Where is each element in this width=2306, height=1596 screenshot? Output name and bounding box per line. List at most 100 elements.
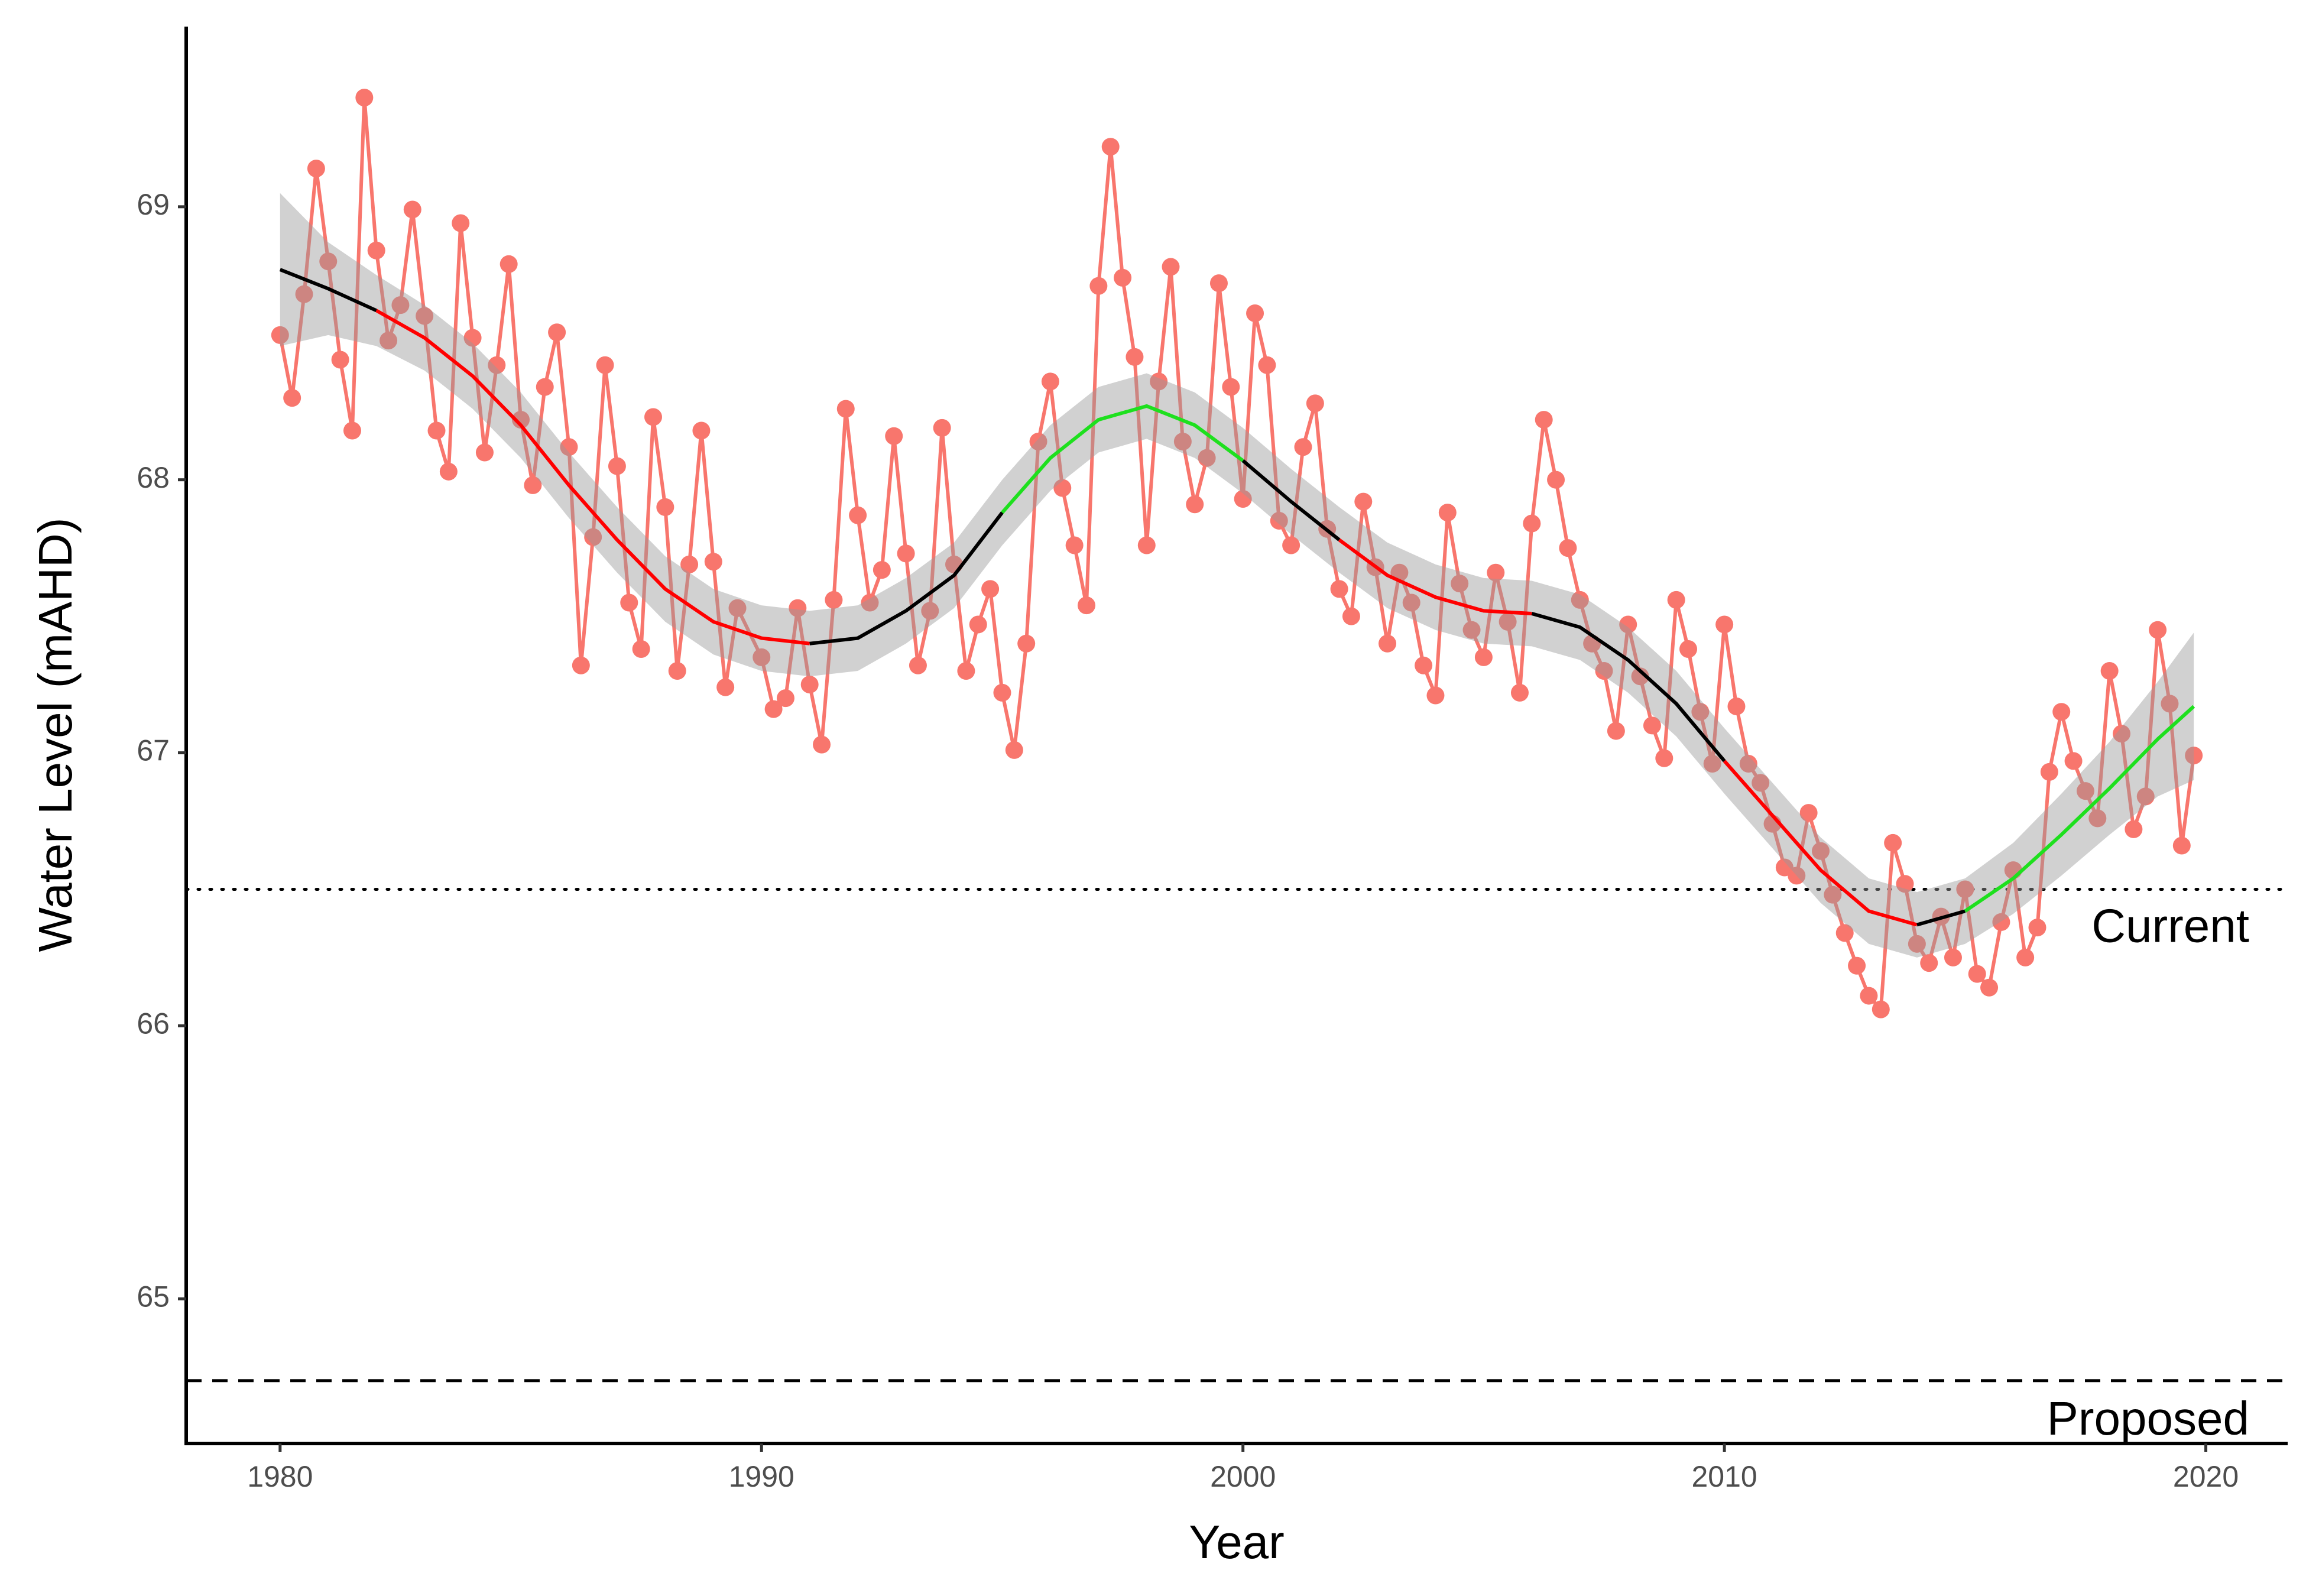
data-point xyxy=(1306,394,1324,413)
data-point xyxy=(897,544,915,563)
confidence-band xyxy=(280,193,2194,958)
data-point xyxy=(2113,725,2131,743)
data-point xyxy=(1053,479,1072,497)
trend-line xyxy=(375,309,810,645)
data-point xyxy=(319,252,338,271)
data-point xyxy=(813,735,831,754)
data-point xyxy=(1487,563,1505,582)
data-point xyxy=(1835,924,1854,942)
data-point xyxy=(1655,749,1673,767)
data-point xyxy=(1126,348,1144,366)
reference-label: Current xyxy=(2091,900,2249,952)
trend-line xyxy=(1723,760,1918,927)
data-point xyxy=(644,408,662,426)
data-point xyxy=(1379,634,1397,653)
data-point xyxy=(524,476,542,494)
data-point xyxy=(1270,511,1288,530)
data-point xyxy=(343,421,361,440)
x-tick-label: 1990 xyxy=(729,1460,794,1493)
data-point xyxy=(1402,593,1420,612)
data-point xyxy=(1944,948,1962,966)
x-tick-label: 2020 xyxy=(2173,1460,2239,1493)
trend-line xyxy=(1241,459,1341,541)
data-point xyxy=(1462,621,1481,639)
data-point xyxy=(1173,433,1192,451)
data-point xyxy=(475,443,494,462)
data-point xyxy=(500,255,518,273)
x-tick-label: 2000 xyxy=(1210,1460,1276,1493)
data-point xyxy=(849,506,867,524)
trend-line xyxy=(1964,705,2195,913)
reference-label: Proposed xyxy=(2047,1392,2249,1445)
y-tick-label: 69 xyxy=(137,188,170,221)
data-point xyxy=(2125,820,2143,838)
data-point xyxy=(1896,875,1914,893)
data-point xyxy=(271,326,289,344)
data-point xyxy=(1788,867,1806,885)
y-tick-label: 66 xyxy=(137,1007,170,1040)
data-point xyxy=(2076,782,2094,800)
data-point xyxy=(1162,258,1180,276)
data-point xyxy=(1198,449,1216,467)
data-point xyxy=(632,640,650,658)
x-tick-label: 1980 xyxy=(247,1460,313,1493)
data-point xyxy=(969,615,987,634)
data-line xyxy=(278,97,2196,1014)
data-point xyxy=(1089,277,1108,295)
data-point xyxy=(1920,954,1938,972)
data-point xyxy=(764,700,783,718)
data-point xyxy=(704,553,722,571)
data-point xyxy=(1559,539,1577,557)
trend-line xyxy=(1001,404,1244,514)
x-axis-title: Year xyxy=(1189,1516,1285,1568)
data-point xyxy=(1812,842,1830,860)
data-point xyxy=(1282,536,1300,554)
data-point xyxy=(608,457,626,475)
data-point xyxy=(800,676,819,694)
data-point xyxy=(1956,880,1974,898)
data-point xyxy=(572,656,590,674)
data-point xyxy=(1968,965,1986,983)
data-point xyxy=(620,593,638,612)
data-point xyxy=(295,285,313,303)
data-point xyxy=(668,661,686,680)
data-point xyxy=(2149,621,2167,639)
y-tick-label: 65 xyxy=(137,1280,170,1313)
trend-line xyxy=(1531,612,1726,763)
data-point xyxy=(2161,695,2179,713)
data-point xyxy=(2172,836,2191,855)
trend-line xyxy=(1916,909,1966,927)
y-tick-label: 67 xyxy=(137,734,170,767)
data-point xyxy=(836,400,855,418)
data-point xyxy=(885,427,903,445)
data-point xyxy=(680,555,699,573)
data-point xyxy=(1234,490,1252,508)
data-point xyxy=(656,498,674,516)
data-point xyxy=(2136,787,2155,806)
data-point xyxy=(427,421,446,440)
trend-line xyxy=(1338,538,1532,615)
data-point xyxy=(1209,274,1228,293)
data-point xyxy=(1595,661,1613,680)
data-point xyxy=(463,329,482,347)
data-point xyxy=(596,356,614,374)
data-point xyxy=(416,307,434,325)
data-point xyxy=(753,648,771,666)
data-point xyxy=(825,591,843,609)
trend-line xyxy=(809,511,1004,645)
data-point xyxy=(873,561,891,579)
data-point xyxy=(1547,471,1565,489)
data-point xyxy=(1703,754,1721,773)
data-point xyxy=(380,332,398,350)
data-point xyxy=(1860,987,1878,1005)
data-point xyxy=(403,200,421,219)
data-point xyxy=(536,378,554,396)
data-point xyxy=(776,689,794,708)
data-point xyxy=(909,656,927,674)
y-tick-label: 68 xyxy=(137,461,170,494)
data-point xyxy=(367,241,385,259)
data-point xyxy=(728,599,747,617)
data-point xyxy=(1294,438,1312,456)
data-point xyxy=(2016,948,2035,966)
